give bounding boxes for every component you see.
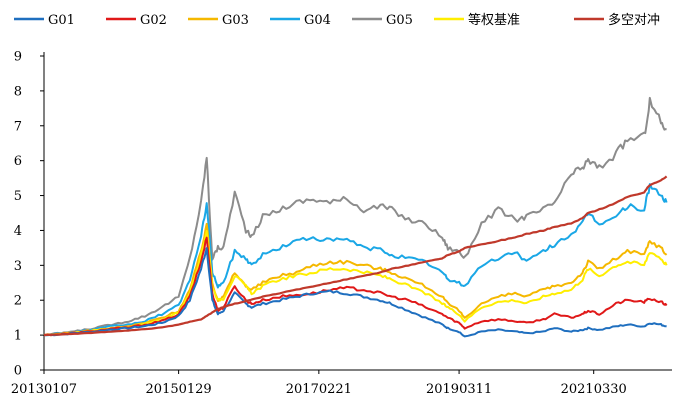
y-tick-label: 5: [14, 189, 22, 204]
x-tick-label: 20190311: [426, 382, 492, 397]
x-tick-label: 20170221: [286, 382, 352, 397]
y-tick-label: 4: [14, 224, 22, 239]
y-tick-label: 9: [14, 50, 22, 65]
y-tick-label: 7: [14, 119, 22, 134]
y-tick-label: 3: [14, 259, 22, 274]
series-lines: [43, 96, 668, 338]
x-axis: 20130107 20150129 20170221 20190311 20210330: [11, 369, 672, 397]
legend-label: G03: [222, 13, 249, 28]
x-tick-label: 20130107: [11, 382, 77, 397]
legend: G01 G02 G03 G04 G05 等权基准 多空对冲: [14, 12, 660, 28]
legend-label: 等权基准: [468, 12, 520, 28]
legend-label: G02: [140, 13, 167, 28]
y-tick-label: 1: [14, 329, 22, 344]
legend-label: 多空对冲: [608, 12, 660, 28]
series-line-1: [43, 247, 667, 338]
legend-label: G04: [304, 13, 331, 28]
y-tick-label: 2: [14, 294, 22, 309]
series-line-7: [43, 175, 668, 337]
y-tick-label: 6: [14, 154, 22, 169]
legend-label: G05: [386, 13, 413, 28]
y-tick-label: 8: [14, 84, 22, 99]
x-tick-label: 20210330: [561, 382, 627, 397]
series-line-5: [43, 96, 667, 337]
x-tick-label: 20150129: [146, 382, 212, 397]
y-axis: 0 1 2 3 4 5 6 7 8 9: [14, 50, 45, 379]
legend-label: G01: [48, 13, 75, 28]
y-tick-label: 0: [14, 364, 22, 379]
series-line-4: [43, 183, 668, 337]
